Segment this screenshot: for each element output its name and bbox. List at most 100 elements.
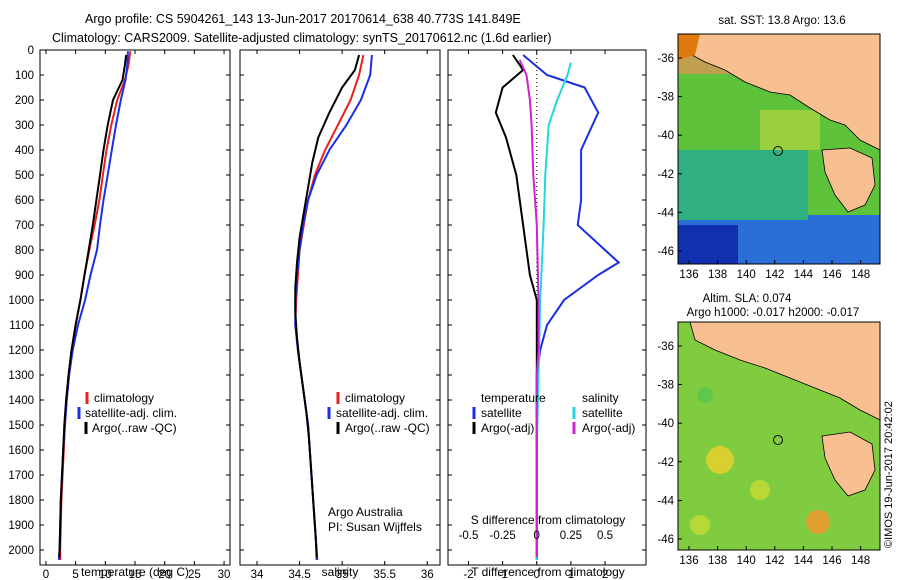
series-line-argo-raw-qc-	[58, 54, 128, 558]
platform-annotation: Argo Australia	[328, 505, 403, 519]
depth-tick-label: 1300	[8, 370, 34, 382]
difference-plot-frame	[447, 49, 647, 566]
x-tick-label: 30	[218, 569, 231, 580]
salinity-xlabel: salinity	[322, 565, 359, 579]
map-x-tick-label: 144	[794, 555, 814, 567]
depth-tick-label: 1700	[8, 470, 34, 482]
depth-tick-label: 1400	[8, 395, 34, 407]
depth-tick-label: 1200	[8, 345, 34, 357]
salinity-plot	[294, 54, 373, 561]
legend-label-argo: Argo(..raw -QC)	[92, 421, 177, 435]
sla-map-ticks: 136 138 140 142 144 146 148 -36 -38 -40 -42 -44 -46	[657, 341, 870, 567]
depth-tick-label: 1000	[8, 295, 34, 307]
map-y-tick-label: -40	[657, 418, 674, 430]
difference-legend: temperature salinity satellite Argo(-adj…	[472, 391, 635, 435]
map-x-tick-label: 140	[737, 269, 756, 281]
map-y-tick-label: -46	[657, 534, 674, 546]
x-tick-label: 36	[421, 569, 434, 580]
x-tick-label: 25	[188, 569, 201, 580]
depth-tick-label: 200	[15, 95, 34, 107]
depth-tick-label: 300	[15, 120, 34, 132]
legend-label-argo: Argo(..raw -QC)	[345, 421, 430, 435]
x-tick-label: 10	[99, 569, 112, 580]
temperature-legend: climatology satellite-adj. clim. Argo(..…	[77, 391, 177, 435]
map-x-tick-label: 146	[822, 269, 841, 281]
sla-map	[677, 321, 881, 551]
depth-tick-label: 1100	[9, 320, 34, 332]
map-x-tick-label: 140	[737, 555, 756, 567]
sst-map-ticks: 136 138 140 142 144 146 148 -36 -38 -40 -42 -44 -46	[657, 53, 870, 281]
map-x-tick-label: 138	[708, 269, 727, 281]
x-tick-label: 5	[72, 569, 78, 580]
depth-tick-label: 700	[15, 220, 34, 232]
legend-label-satellite: satellite-adj. clim.	[85, 406, 177, 420]
temperature-xlabel: temperature (deg C)	[81, 565, 189, 579]
depth-tick-label: 500	[15, 170, 34, 182]
depth-tick-label: 1600	[8, 445, 34, 457]
series-line-argo-raw-qc-	[294, 54, 361, 558]
s-tick-label: 0.5	[597, 530, 613, 542]
map-x-tick-label: 142	[765, 269, 784, 281]
map-x-tick-label: 142	[765, 555, 784, 567]
difference-xlabel: T difference from climatology	[471, 565, 625, 579]
pi-annotation: PI: Susan Wijffels	[328, 520, 422, 534]
x-tick-label: 35	[336, 569, 349, 580]
sst-map-title: sat. SST: 13.8 Argo: 13.6	[718, 15, 845, 27]
temperature-plot-frame	[39, 49, 231, 566]
temperature-plot	[58, 51, 132, 561]
map-y-tick-label: -40	[657, 130, 674, 142]
depth-tick-label: 1900	[8, 520, 34, 532]
sla-map-subtitle: Argo h1000: -0.017 h2000: -0.017	[687, 307, 860, 319]
s-tick-label: -0.25	[490, 530, 516, 542]
sla-map-title: Altim. SLA: 0.074	[703, 293, 792, 305]
map-y-tick-label: -38	[657, 92, 674, 104]
map-x-tick-label: 136	[679, 555, 698, 567]
x-tick-label: 0	[534, 569, 540, 580]
legend-label-climatology: climatology	[345, 391, 405, 405]
depth-tick-label: 1800	[8, 495, 34, 507]
map-y-tick-label: -42	[657, 457, 674, 469]
difference-plot	[494, 50, 621, 565]
map-x-tick-label: 136	[679, 269, 698, 281]
s-tick-label: 0	[534, 530, 540, 542]
series-line-argo-adj-	[494, 54, 538, 558]
figure-title-line1: Argo profile: CS 5904261_143 13-Jun-2017…	[85, 12, 521, 26]
depth-tick-label: 800	[15, 245, 34, 257]
legend-title-temperature: temperature	[481, 391, 546, 405]
x-tick-label: 35.5	[373, 569, 395, 580]
depth-tick-label: 0	[28, 45, 34, 57]
x-tick-label: 0	[43, 569, 49, 580]
x-tick-label: 1	[568, 569, 574, 580]
map-y-tick-label: -36	[657, 53, 674, 65]
map-x-tick-label: 148	[851, 269, 870, 281]
map-y-tick-label: -44	[657, 207, 674, 219]
map-y-tick-label: -44	[657, 495, 674, 507]
x-tick-label: 34	[251, 569, 264, 580]
legend-title-salinity: salinity	[582, 391, 619, 405]
depth-tick-label: 900	[15, 270, 34, 282]
s-tick-label: -0.5	[459, 530, 479, 542]
depth-tick-label: 2000	[8, 545, 34, 557]
imos-credit: ©IMOS 19-Jun-2017 20:42:02	[883, 401, 895, 548]
depth-tick-label: 1500	[8, 420, 34, 432]
map-x-tick-label: 144	[794, 269, 814, 281]
legend-label-satellite: satellite-adj. clim.	[336, 406, 428, 420]
depth-tick-label: 400	[15, 145, 34, 157]
legend-label-s-argo: Argo(-adj)	[582, 421, 635, 435]
axes-layer: 0100200300400500600700800900100011001200…	[8, 45, 646, 580]
x-tick-label: 34.5	[288, 569, 310, 580]
difference-xlabel-top: S difference from climatology	[471, 513, 626, 527]
x-tick-label: 15	[129, 569, 142, 580]
legend-label-climatology: climatology	[94, 391, 154, 405]
series-line-argo-adj-	[518, 59, 540, 558]
depth-tick-label: 100	[15, 70, 34, 82]
legend-label-t-satellite: satellite	[481, 406, 522, 420]
legend-label-t-argo: Argo(-adj)	[481, 421, 534, 435]
s-tick-label: 0.25	[560, 530, 582, 542]
map-x-tick-label: 148	[851, 555, 870, 567]
x-tick-label: -1	[498, 569, 508, 580]
x-tick-label: -2	[463, 569, 473, 580]
salinity-plot-frame	[239, 49, 441, 566]
legend-label-s-satellite: satellite	[582, 406, 623, 420]
